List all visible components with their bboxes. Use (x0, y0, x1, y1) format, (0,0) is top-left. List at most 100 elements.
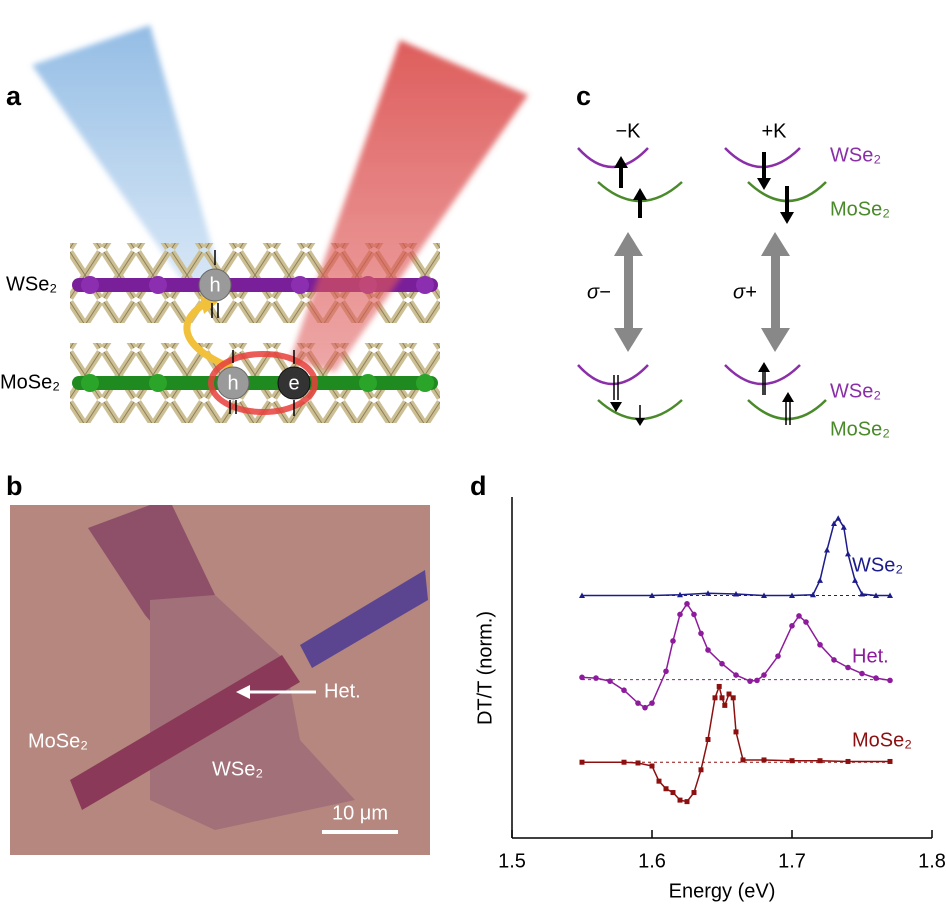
point (722, 702, 728, 708)
point (684, 799, 690, 805)
point (705, 647, 711, 653)
point (887, 592, 893, 599)
point (705, 590, 711, 596)
point (663, 786, 669, 792)
polarization-label: σ+ (733, 281, 757, 303)
layer-label: MoSe₂ (830, 418, 890, 440)
point (845, 550, 851, 557)
transfer-arrow (183, 298, 234, 372)
point (789, 592, 795, 599)
series-label: Het. (852, 645, 889, 667)
series-line (582, 683, 890, 803)
region-label: Het. (324, 680, 361, 702)
point (635, 760, 641, 766)
point (716, 683, 722, 689)
blue-beam (32, 25, 222, 292)
x-tick-label: 1.7 (778, 850, 806, 872)
spin-arrow-heads (610, 362, 794, 426)
point (747, 678, 753, 684)
point (621, 687, 627, 694)
point (730, 695, 736, 701)
point (579, 759, 585, 765)
point (740, 757, 746, 763)
point (649, 763, 655, 769)
point (789, 758, 795, 764)
hole (216, 366, 250, 400)
point (817, 758, 823, 764)
scale-bar-label: 10 μm (332, 802, 388, 824)
red-beam (290, 40, 528, 372)
point (635, 700, 641, 706)
x-axis-label: Energy (eV) (669, 880, 776, 902)
point (873, 592, 879, 599)
carrier-label: e (288, 372, 299, 394)
series-line (582, 516, 890, 597)
valley-label: −K (615, 120, 641, 142)
point (733, 672, 739, 678)
valley-label: +K (761, 120, 787, 142)
mose2-atoms (72, 374, 438, 392)
point (824, 547, 830, 553)
point (726, 691, 732, 697)
point (761, 592, 767, 599)
point (642, 704, 648, 711)
spin-arrows (613, 370, 791, 425)
point (817, 641, 823, 648)
x-tick-label: 1.8 (918, 850, 946, 872)
point (677, 591, 683, 598)
point (593, 675, 599, 681)
region-label: MoSe₂ (28, 730, 88, 752)
bands (577, 147, 827, 421)
pointer-arrow-head (236, 685, 250, 699)
point (579, 592, 585, 599)
point (831, 657, 837, 663)
point (579, 674, 585, 681)
point (887, 758, 893, 764)
x-tick-label: 1.6 (638, 850, 666, 872)
panel-label: d (470, 471, 487, 501)
panel-label: a (6, 81, 22, 111)
panel-label: b (6, 471, 23, 501)
point (670, 790, 676, 796)
flake (300, 570, 428, 668)
transition-arrows (614, 232, 790, 352)
point (649, 700, 655, 706)
point (691, 790, 697, 796)
carrier-label: h (209, 274, 220, 296)
point (852, 577, 858, 583)
point (817, 577, 823, 583)
point (698, 767, 704, 773)
point (712, 695, 718, 701)
point (733, 590, 739, 597)
x-tick-label: 1.5 (498, 850, 526, 872)
point (649, 592, 655, 599)
panel-label: c (576, 81, 591, 111)
point (840, 524, 847, 530)
series-line (581, 602, 891, 709)
point (831, 520, 837, 527)
point (845, 758, 851, 764)
spin-arrows (211, 250, 295, 416)
point (607, 678, 613, 684)
carrier-label: h (227, 372, 238, 394)
point (761, 672, 767, 678)
layer-label: MoSe₂ (0, 371, 60, 393)
layer-label: WSe₂ (6, 273, 57, 295)
layer-label: MoSe₂ (830, 198, 890, 220)
point (789, 623, 795, 629)
point (719, 660, 725, 667)
point (859, 670, 865, 677)
point (698, 630, 704, 637)
point (775, 653, 781, 659)
series-label: WSe₂ (852, 554, 903, 576)
point (677, 797, 683, 803)
layer-label: WSe₂ (830, 380, 881, 402)
point (754, 677, 760, 684)
point (691, 611, 697, 618)
layer-label: WSe₂ (830, 144, 881, 166)
point (887, 677, 893, 684)
point (656, 778, 662, 784)
point (810, 591, 816, 598)
point (873, 675, 879, 681)
